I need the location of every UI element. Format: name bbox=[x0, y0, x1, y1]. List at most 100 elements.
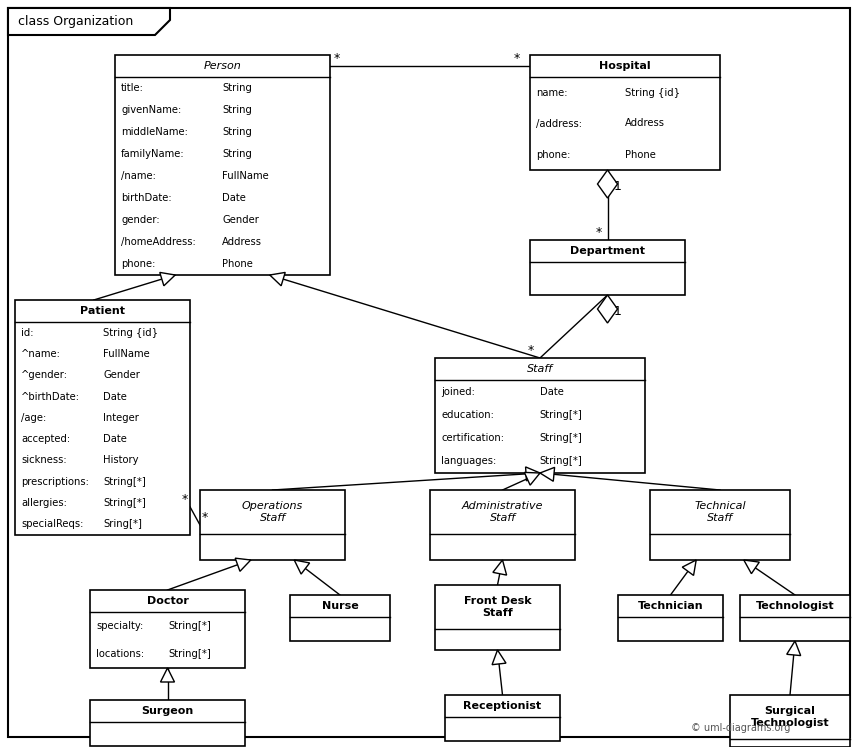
Text: 1: 1 bbox=[613, 305, 622, 318]
Text: sickness:: sickness: bbox=[21, 456, 66, 465]
Text: /homeAddress:: /homeAddress: bbox=[121, 237, 196, 247]
Text: Patient: Patient bbox=[80, 306, 125, 316]
Text: © uml-diagrams.org: © uml-diagrams.org bbox=[691, 723, 790, 733]
Text: Surgeon: Surgeon bbox=[141, 706, 194, 716]
Text: Surgical
Technologist: Surgical Technologist bbox=[751, 706, 829, 728]
Text: String[*]: String[*] bbox=[103, 498, 145, 508]
Text: *: * bbox=[181, 493, 188, 506]
Text: givenName:: givenName: bbox=[121, 105, 181, 115]
Text: History: History bbox=[103, 456, 138, 465]
Text: name:: name: bbox=[536, 87, 568, 98]
Polygon shape bbox=[294, 560, 310, 574]
Text: Front Desk
Staff: Front Desk Staff bbox=[464, 596, 531, 618]
Bar bbox=[530, 55, 720, 170]
Bar bbox=[740, 595, 850, 641]
Text: String {id}: String {id} bbox=[625, 87, 680, 98]
Text: prescriptions:: prescriptions: bbox=[21, 477, 89, 487]
Text: Technician: Technician bbox=[637, 601, 703, 611]
Bar bbox=[618, 595, 723, 641]
Text: Operations
Staff: Operations Staff bbox=[242, 501, 303, 523]
Text: ^gender:: ^gender: bbox=[21, 371, 68, 380]
Text: String: String bbox=[222, 149, 252, 159]
Text: phone:: phone: bbox=[121, 259, 156, 269]
Text: /address:: /address: bbox=[536, 119, 582, 128]
Polygon shape bbox=[235, 558, 251, 571]
Text: specialty:: specialty: bbox=[96, 621, 144, 631]
Bar bbox=[200, 490, 345, 560]
Text: specialReqs:: specialReqs: bbox=[21, 519, 83, 530]
Text: *: * bbox=[595, 226, 601, 239]
Text: String[*]: String[*] bbox=[169, 621, 212, 631]
Polygon shape bbox=[492, 650, 506, 665]
Text: locations:: locations: bbox=[96, 649, 144, 659]
Polygon shape bbox=[160, 273, 175, 286]
Text: education:: education: bbox=[441, 410, 494, 420]
Text: allergies:: allergies: bbox=[21, 498, 67, 508]
Text: ^name:: ^name: bbox=[21, 349, 61, 359]
Text: Hospital: Hospital bbox=[599, 61, 651, 71]
Text: FullName: FullName bbox=[222, 171, 269, 181]
Text: joined:: joined: bbox=[441, 387, 475, 397]
Polygon shape bbox=[598, 295, 617, 323]
Text: Sring[*]: Sring[*] bbox=[103, 519, 142, 530]
Text: /age:: /age: bbox=[21, 413, 46, 423]
Text: class Organization: class Organization bbox=[18, 16, 133, 28]
Bar bbox=[730, 695, 850, 747]
Bar bbox=[15, 300, 190, 535]
Text: Address: Address bbox=[625, 119, 665, 128]
Text: 1: 1 bbox=[613, 180, 622, 193]
Text: Administrative
Staff: Administrative Staff bbox=[462, 501, 544, 523]
Polygon shape bbox=[540, 468, 555, 481]
Text: String[*]: String[*] bbox=[540, 456, 582, 466]
Bar bbox=[650, 490, 790, 560]
Text: Doctor: Doctor bbox=[146, 596, 188, 606]
Text: *: * bbox=[528, 344, 534, 357]
Text: /name:: /name: bbox=[121, 171, 156, 181]
Bar bbox=[530, 240, 685, 295]
Text: Person: Person bbox=[204, 61, 242, 71]
Polygon shape bbox=[270, 273, 286, 286]
Polygon shape bbox=[744, 560, 759, 574]
Text: middleName:: middleName: bbox=[121, 127, 187, 137]
Text: Technologist: Technologist bbox=[756, 601, 834, 611]
Text: String: String bbox=[222, 127, 252, 137]
Text: accepted:: accepted: bbox=[21, 434, 71, 444]
Text: *: * bbox=[202, 511, 208, 524]
Text: Integer: Integer bbox=[103, 413, 138, 423]
Polygon shape bbox=[525, 472, 540, 485]
Bar bbox=[290, 595, 390, 641]
Text: String: String bbox=[222, 83, 252, 93]
Text: certification:: certification: bbox=[441, 433, 504, 443]
Text: String[*]: String[*] bbox=[540, 433, 582, 443]
Polygon shape bbox=[598, 170, 617, 198]
Text: FullName: FullName bbox=[103, 349, 150, 359]
Text: Nurse: Nurse bbox=[322, 601, 359, 611]
Text: Date: Date bbox=[222, 193, 246, 203]
Text: Date: Date bbox=[103, 391, 127, 402]
Text: gender:: gender: bbox=[121, 215, 160, 225]
Bar bbox=[445, 695, 560, 741]
Text: String {id}: String {id} bbox=[103, 328, 158, 338]
Bar bbox=[115, 55, 330, 275]
Text: birthDate:: birthDate: bbox=[121, 193, 172, 203]
Polygon shape bbox=[8, 8, 170, 35]
Text: title:: title: bbox=[121, 83, 144, 93]
Text: Staff: Staff bbox=[527, 364, 553, 374]
Text: Date: Date bbox=[103, 434, 127, 444]
Polygon shape bbox=[493, 560, 507, 575]
Text: familyName:: familyName: bbox=[121, 149, 185, 159]
Text: Technical
Staff: Technical Staff bbox=[694, 501, 746, 523]
Text: String[*]: String[*] bbox=[103, 477, 145, 487]
Text: id:: id: bbox=[21, 328, 34, 338]
Text: Receptionist: Receptionist bbox=[464, 701, 542, 711]
Text: Department: Department bbox=[570, 246, 645, 256]
Text: String[*]: String[*] bbox=[169, 649, 212, 659]
Bar bbox=[435, 585, 560, 650]
Polygon shape bbox=[787, 641, 801, 656]
Text: ^birthDate:: ^birthDate: bbox=[21, 391, 80, 402]
Text: Phone: Phone bbox=[625, 149, 656, 160]
Text: Gender: Gender bbox=[222, 215, 259, 225]
Text: Address: Address bbox=[222, 237, 262, 247]
Text: Gender: Gender bbox=[103, 371, 140, 380]
Text: *: * bbox=[513, 52, 520, 65]
